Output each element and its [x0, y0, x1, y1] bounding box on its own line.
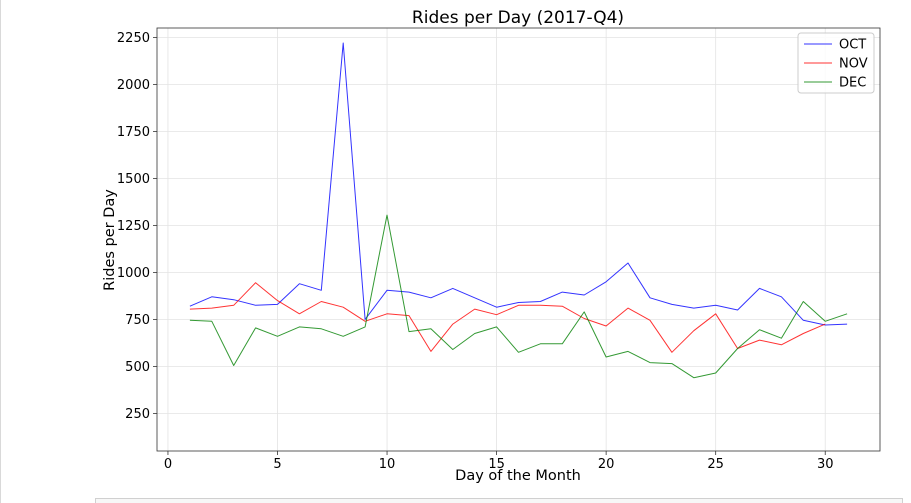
x-tick-label: 20 — [598, 457, 615, 472]
legend-label-dec: DEC — [839, 76, 866, 91]
series-line-oct — [189, 42, 848, 326]
y-tick-label: 1000 — [117, 266, 150, 281]
window-left-edge — [0, 0, 1, 503]
y-tick-label: 1500 — [117, 172, 150, 187]
x-tick-label: 0 — [164, 457, 172, 472]
y-tick-label: 1750 — [117, 125, 150, 140]
legend-label-nov: NOV — [839, 57, 868, 72]
legend-box — [797, 32, 875, 94]
legend-label-oct: OCT — [839, 38, 866, 53]
x-axis-label: Day of the Month — [455, 468, 581, 484]
next-cell-edge — [95, 498, 903, 503]
y-tick-label: 500 — [125, 360, 150, 375]
legend: OCT NOV DEC — [797, 32, 875, 94]
x-tick-label: 10 — [379, 457, 396, 472]
x-tick-label: 5 — [273, 457, 281, 472]
x-tick-label: 15 — [488, 457, 505, 472]
axis-ticks: 0 5 10 15 20 25 30 250 500 750 1000 1250 1500 1750 200… — [117, 31, 834, 472]
y-tick-label: 2250 — [117, 31, 150, 46]
y-axis-label: Rides per Day — [102, 189, 118, 291]
grid-lines — [157, 28, 880, 451]
x-tick-label: 30 — [817, 457, 834, 472]
series-line-dec — [189, 214, 848, 379]
chart-title: Rides per Day (2017-Q4) — [412, 8, 624, 28]
series-lines — [189, 42, 848, 379]
y-tick-label: 1250 — [117, 219, 150, 234]
y-tick-label: 250 — [125, 407, 150, 422]
y-tick-label: 2000 — [117, 78, 150, 93]
y-tick-label: 750 — [125, 313, 150, 328]
series-line-nov — [189, 282, 826, 353]
plot-frame — [156, 27, 881, 452]
x-tick-label: 25 — [707, 457, 724, 472]
